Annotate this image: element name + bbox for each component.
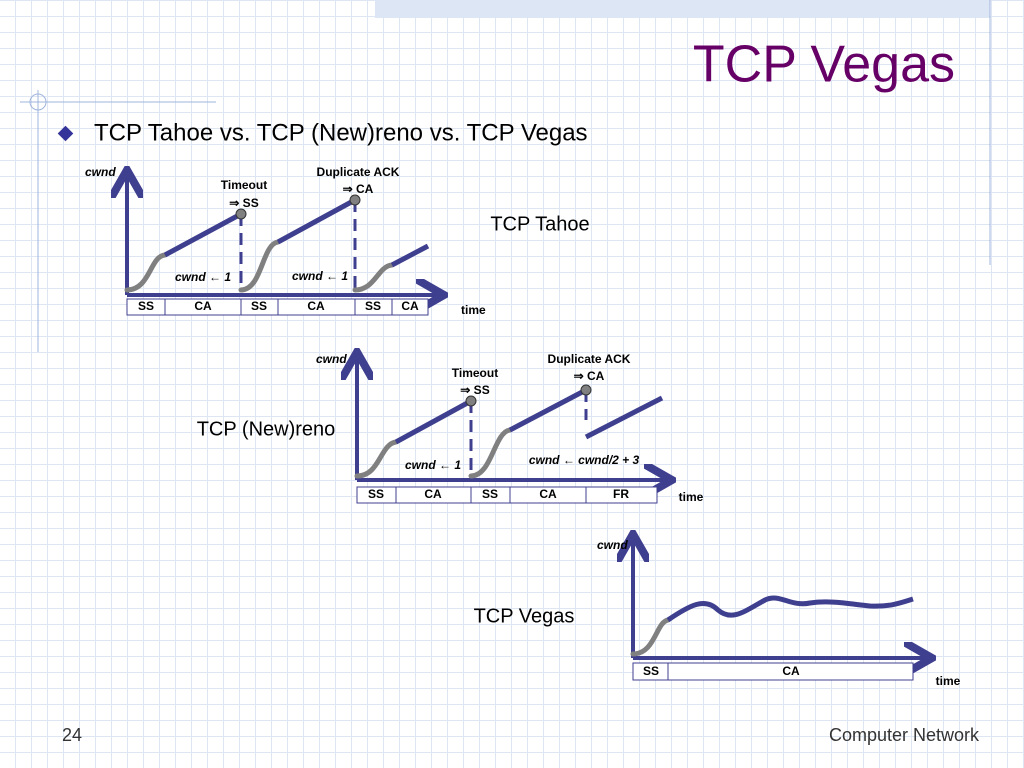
bullet-icon bbox=[57, 125, 74, 142]
diagram-tahoe bbox=[127, 178, 436, 315]
y-label: cwnd bbox=[316, 352, 347, 366]
annotation: ⇒ CA bbox=[343, 182, 374, 196]
title: TCP Vegas bbox=[693, 36, 955, 94]
deco-circle bbox=[29, 93, 47, 111]
annotation: ⇒ SS bbox=[460, 383, 489, 397]
x-label: time bbox=[679, 490, 704, 504]
x-label: time bbox=[461, 303, 486, 317]
footer-text: Computer Network bbox=[829, 725, 980, 745]
annotation: Timeout bbox=[221, 178, 267, 192]
phase: CA bbox=[401, 299, 419, 313]
annotation: Timeout bbox=[452, 366, 498, 380]
phase: SS bbox=[482, 487, 498, 501]
phase: SS bbox=[251, 299, 267, 313]
phase: SS bbox=[365, 299, 381, 313]
annotation: ⇒ CA bbox=[574, 369, 605, 383]
annotation: ⇒ SS bbox=[229, 196, 258, 210]
annotation: cwnd ← 1 bbox=[292, 269, 348, 283]
diagram-label: TCP (New)reno bbox=[197, 418, 336, 440]
phase: CA bbox=[424, 487, 442, 501]
y-label: cwnd bbox=[597, 538, 628, 552]
annotation: cwnd ← cwnd/2 + 3 bbox=[529, 453, 640, 467]
page-number: 24 bbox=[62, 725, 82, 745]
phase: CA bbox=[539, 487, 557, 501]
phase: FR bbox=[613, 487, 629, 501]
phase: CA bbox=[194, 299, 212, 313]
diagram-vegas bbox=[633, 542, 924, 681]
annotation: Duplicate ACK bbox=[317, 165, 400, 179]
annotation: Duplicate ACK bbox=[548, 352, 631, 366]
bullet: TCP Tahoe vs. TCP (New)reno vs. TCP Vega… bbox=[94, 119, 588, 146]
phase: CA bbox=[307, 299, 325, 313]
phase: SS bbox=[138, 299, 154, 313]
x-label: time bbox=[936, 674, 961, 688]
diagram-newreno bbox=[357, 360, 664, 504]
y-label: cwnd bbox=[85, 165, 116, 179]
phase: SS bbox=[643, 664, 659, 678]
diagram-label: TCP Tahoe bbox=[490, 213, 589, 235]
phase: CA bbox=[782, 664, 800, 678]
annotation: cwnd ← 1 bbox=[405, 458, 461, 472]
phase: SS bbox=[368, 487, 384, 501]
diagram-label: TCP Vegas bbox=[474, 605, 575, 627]
annotation: cwnd ← 1 bbox=[175, 270, 231, 284]
top-bar bbox=[375, 0, 990, 18]
